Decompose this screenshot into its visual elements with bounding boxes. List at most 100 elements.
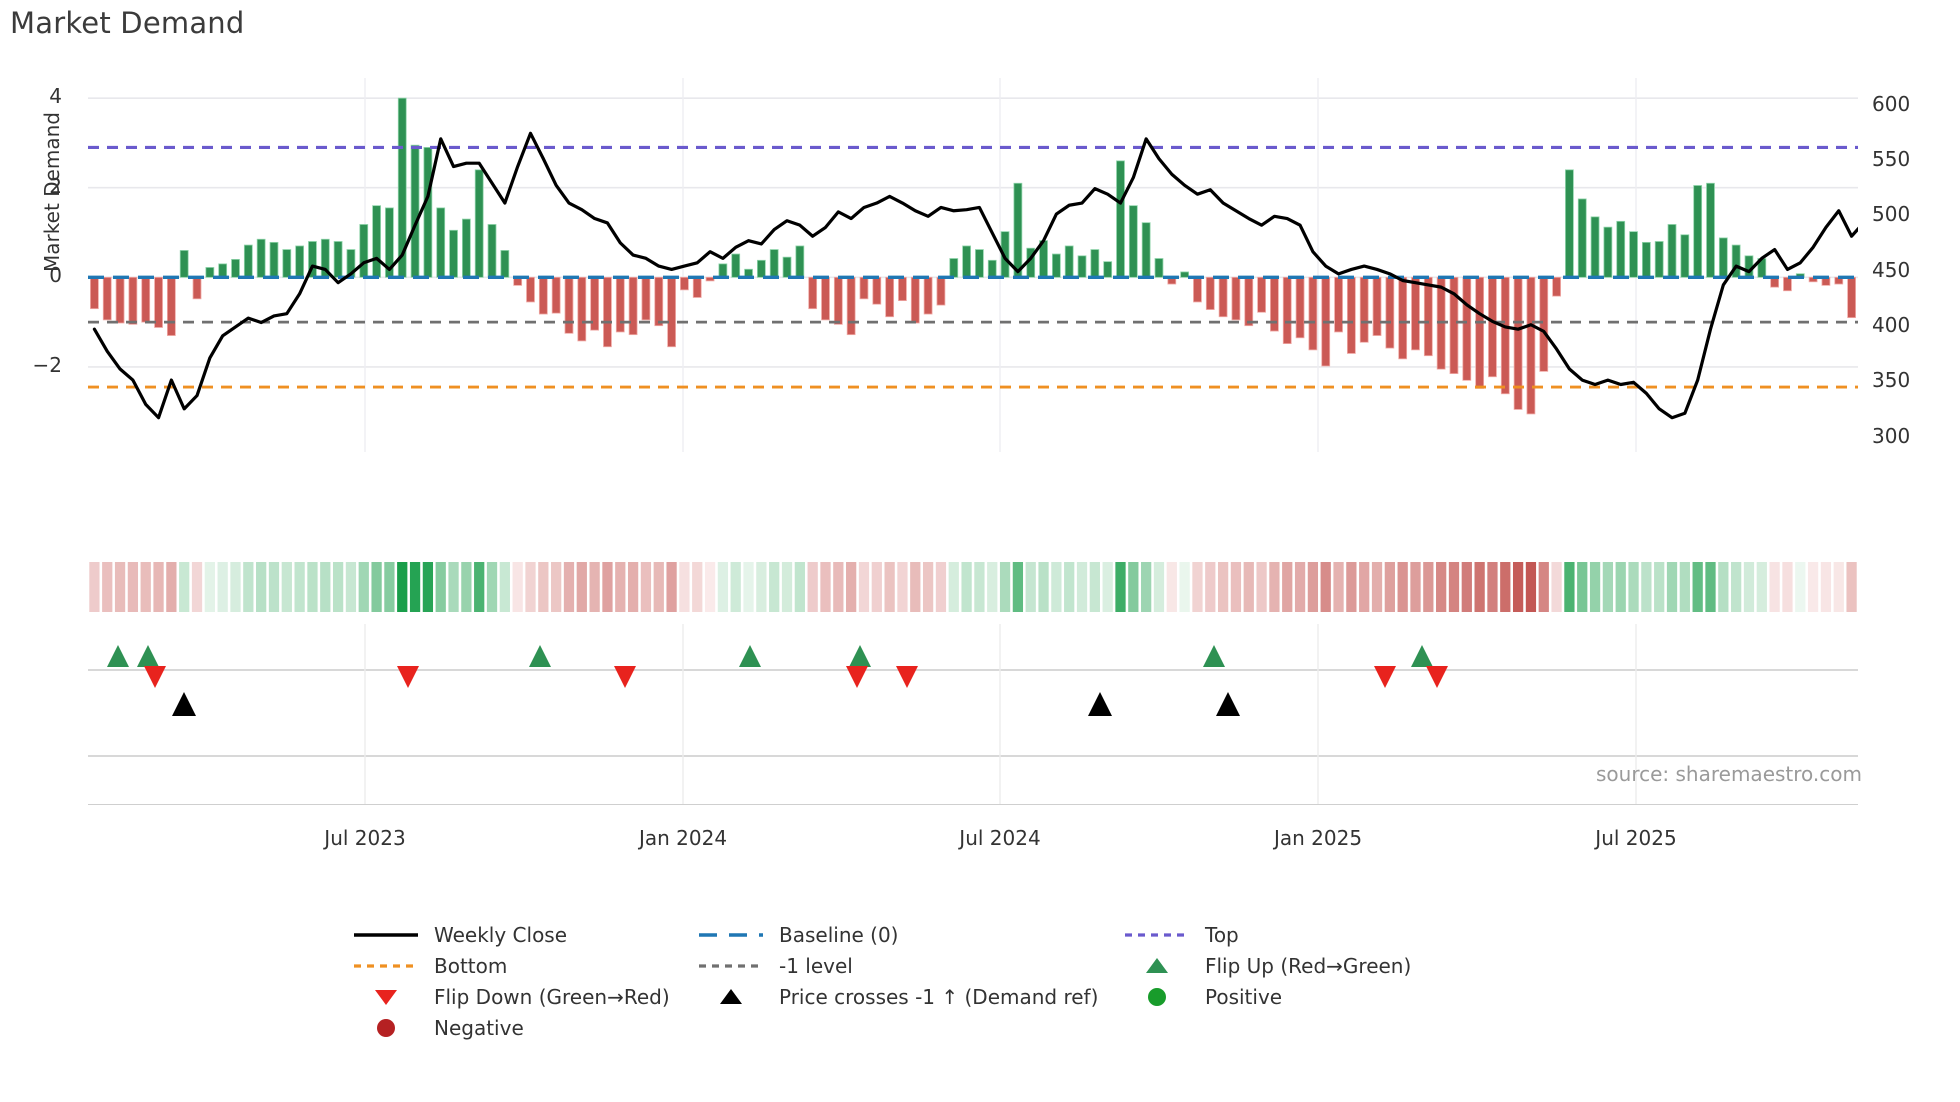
demand-bar xyxy=(205,267,215,278)
legend-dashed-line-icon xyxy=(699,933,763,937)
intensity-cell xyxy=(1012,562,1024,612)
intensity-cell xyxy=(897,562,908,612)
demand-bar xyxy=(1783,276,1792,292)
intensity-cell xyxy=(999,562,1011,612)
legend-label: -1 level xyxy=(779,954,853,978)
demand-bar xyxy=(1500,276,1510,395)
demand-bar xyxy=(487,224,497,278)
legend-item-price-crosses-1-demand-ref[interactable]: Price crosses -1 ↑ (Demand ref) xyxy=(697,982,1123,1012)
intensity-cell xyxy=(1371,562,1383,612)
demand-bar xyxy=(705,276,715,282)
intensity-cell xyxy=(576,562,587,612)
intensity-cell xyxy=(358,562,369,612)
intensity-cell xyxy=(1436,562,1447,612)
intensity-cell xyxy=(256,562,267,612)
flip-down-marker xyxy=(397,666,419,688)
intensity-cell xyxy=(1282,562,1293,612)
legend-item-flip-down-green-red[interactable]: Flip Down (Green→Red) xyxy=(352,982,697,1012)
legend-item-bottom[interactable]: Bottom xyxy=(352,951,697,981)
legend-key xyxy=(352,954,420,978)
intensity-cell xyxy=(871,562,882,612)
intensity-cell xyxy=(1807,562,1819,612)
chart-legend: Weekly Close Baseline (0) Top Bottom -1 leve… xyxy=(352,920,1652,1044)
demand-bar xyxy=(436,207,446,278)
legend-item-weekly-close[interactable]: Weekly Close xyxy=(352,920,697,950)
y-tick-right-0: 600 xyxy=(1872,91,1911,116)
demand-bar xyxy=(782,256,792,278)
legend-key xyxy=(1123,923,1191,947)
demand-bar xyxy=(1385,276,1395,349)
flip-down-marker xyxy=(896,666,918,688)
legend-triangle-up-icon xyxy=(720,989,742,1004)
demand-bar xyxy=(859,276,869,300)
demand-bar xyxy=(243,244,253,278)
intensity-cell xyxy=(1743,562,1755,612)
demand-bar xyxy=(1334,276,1343,333)
intensity-cell xyxy=(1615,562,1626,612)
intensity-cell xyxy=(1705,562,1716,612)
intensity-cell xyxy=(1141,562,1152,612)
demand-bar xyxy=(526,276,535,303)
demand-bar xyxy=(1526,276,1536,415)
intensity-cell xyxy=(781,562,793,612)
demand-bar xyxy=(1513,276,1523,410)
intensity-cell xyxy=(730,562,741,612)
demand-bar xyxy=(795,245,805,278)
intensity-cell xyxy=(1782,562,1793,612)
intensity-cell xyxy=(1641,562,1652,612)
demand-bar xyxy=(551,276,561,314)
intensity-cell xyxy=(1269,562,1280,612)
intensity-cell xyxy=(910,562,921,612)
demand-bar xyxy=(1218,276,1228,318)
intensity-cell xyxy=(1512,562,1524,612)
demand-bar xyxy=(1231,276,1241,321)
x-tick-4: Jul 2025 xyxy=(1595,826,1677,850)
demand-bar xyxy=(680,276,689,291)
flip-down-marker xyxy=(1374,666,1396,688)
intensity-cell xyxy=(1769,562,1780,612)
y-tick-left-2: 0 xyxy=(49,263,62,288)
demand-bar xyxy=(359,224,369,278)
legend-label: Baseline (0) xyxy=(779,923,899,947)
legend-triangle-down-icon xyxy=(375,990,397,1005)
legend-triangle-up-icon xyxy=(1146,958,1168,973)
intensity-cell xyxy=(243,562,254,612)
legend-circle-icon xyxy=(1148,988,1166,1006)
demand-bar xyxy=(115,276,125,324)
flip-up-marker xyxy=(1411,645,1433,667)
demand-bar xyxy=(1180,271,1190,278)
intensity-cell xyxy=(833,562,844,612)
legend-item-positive[interactable]: Positive xyxy=(1123,982,1543,1012)
legend-item-1-level[interactable]: -1 level xyxy=(697,951,1123,981)
intensity-cell xyxy=(935,562,947,612)
legend-item-baseline-0[interactable]: Baseline (0) xyxy=(697,920,1123,950)
intensity-cell xyxy=(717,562,729,612)
legend-item-top[interactable]: Top xyxy=(1123,920,1543,950)
x-tick-3: Jan 2025 xyxy=(1273,826,1363,850)
intensity-cell xyxy=(1500,562,1511,612)
y-tick-right-6: 300 xyxy=(1872,423,1911,448)
demand-bar xyxy=(1244,276,1254,327)
intensity-cell xyxy=(858,562,870,612)
legend-row: Negative xyxy=(352,1013,1652,1044)
demand-bar xyxy=(269,241,279,278)
demand-bar xyxy=(949,258,959,278)
demand-bar xyxy=(128,276,138,325)
legend-dotted-line-icon xyxy=(699,964,763,968)
legend-item-negative[interactable]: Negative xyxy=(352,1013,697,1043)
intensity-cell xyxy=(371,562,382,612)
legend-item-flip-up-red-green[interactable]: Flip Up (Red→Green) xyxy=(1123,951,1543,981)
intensity-strip xyxy=(88,562,1858,624)
demand-bar xyxy=(192,276,202,300)
demand-bar xyxy=(1462,276,1472,381)
intensity-cell xyxy=(974,562,985,612)
demand-bar xyxy=(846,276,856,336)
legend-label: Top xyxy=(1205,923,1239,947)
demand-bar xyxy=(1282,276,1292,345)
intensity-cell xyxy=(153,562,164,612)
demand-bar xyxy=(179,250,189,278)
intensity-cell xyxy=(846,562,857,612)
demand-bar xyxy=(910,276,920,324)
price-cross-marker xyxy=(1216,692,1240,716)
demand-bar xyxy=(1718,237,1728,278)
